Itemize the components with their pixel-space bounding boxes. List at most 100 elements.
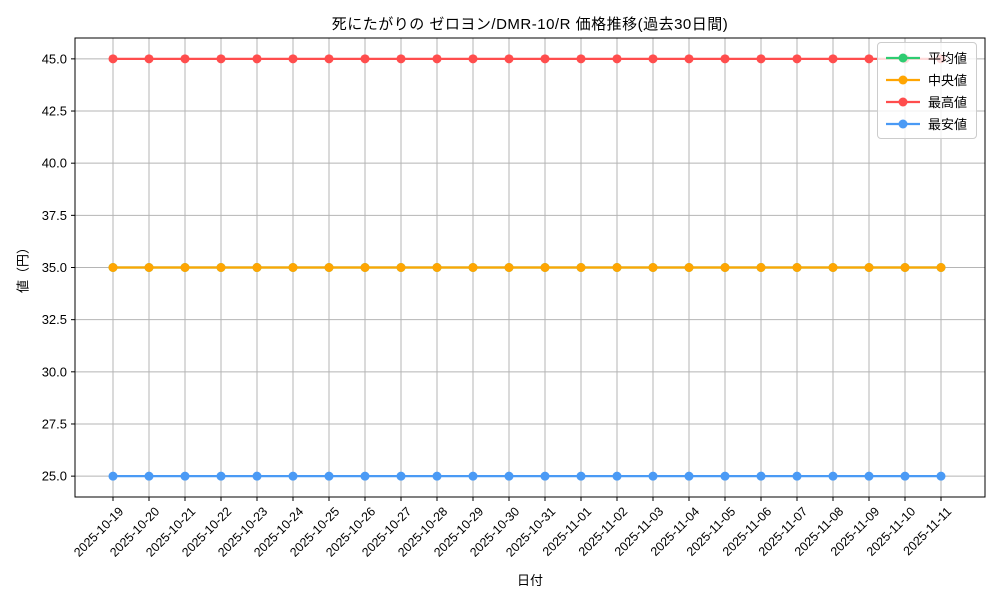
data-point-max — [540, 54, 550, 64]
data-point-max — [792, 54, 802, 64]
chart-title: 死にたがりの ゼロヨン/DMR-10/R 価格推移(過去30日間) — [331, 16, 729, 33]
x-tick-labels: 2025-10-192025-10-202025-10-212025-10-22… — [71, 504, 954, 559]
series-min — [108, 471, 946, 481]
data-point-min — [432, 471, 442, 481]
data-point-min — [108, 471, 118, 481]
data-point-max — [720, 54, 730, 64]
y-tick-label: 40.0 — [42, 156, 67, 171]
data-point-max — [468, 54, 478, 64]
data-point-min — [396, 471, 406, 481]
data-point-median — [468, 263, 478, 272]
y-axis-label: 値（円） — [15, 240, 31, 294]
data-point-max — [288, 54, 298, 64]
plot-frame — [74, 37, 986, 498]
data-point-max — [252, 54, 262, 64]
data-point-median — [288, 263, 298, 272]
y-tick-label: 30.0 — [42, 364, 67, 379]
data-point-median — [216, 263, 226, 272]
data-point-median — [252, 263, 262, 272]
data-point-min — [756, 471, 766, 481]
y-tick-labels: 25.0 27.5 30.0 32.5 35.0 37.5 40.0 42.5 45.0 — [42, 51, 67, 483]
data-point-max — [108, 54, 118, 64]
data-point-min — [936, 471, 946, 481]
data-point-max — [396, 54, 406, 64]
data-point-min — [648, 471, 658, 481]
data-point-max — [684, 54, 694, 64]
y-tick-label: 37.5 — [42, 208, 67, 223]
legend-swatch-mean — [886, 53, 920, 62]
data-point-min — [504, 471, 514, 481]
data-point-max — [648, 54, 658, 64]
data-point-median — [540, 263, 550, 272]
axis-ticks — [71, 58, 942, 501]
legend: 平均値中央値最高値最安値 — [877, 42, 978, 139]
data-point-median — [864, 263, 874, 272]
legend-label-median: 中央値 — [928, 73, 968, 88]
legend-label-min: 最安値 — [928, 117, 968, 132]
data-point-min — [144, 471, 154, 481]
legend-item-min: 最安値 — [885, 114, 967, 133]
data-point-max — [180, 54, 190, 64]
data-point-median — [324, 263, 334, 272]
legend-item-max: 最高値 — [885, 92, 967, 111]
data-point-max — [756, 54, 766, 64]
data-point-median — [792, 263, 802, 272]
legend-swatch-min — [886, 119, 920, 128]
data-point-max — [576, 54, 586, 64]
legend-swatch-max — [886, 97, 920, 106]
data-point-min — [720, 471, 730, 481]
y-tick-label: 45.0 — [42, 51, 67, 66]
y-tick-label: 27.5 — [42, 416, 67, 431]
data-point-median — [144, 263, 154, 272]
data-point-min — [576, 471, 586, 481]
data-point-median — [936, 263, 946, 272]
data-point-median — [108, 263, 118, 272]
data-point-median — [396, 263, 406, 272]
data-point-min — [900, 471, 910, 481]
data-point-median — [720, 263, 730, 272]
data-point-max — [360, 54, 370, 64]
data-point-median — [576, 263, 586, 272]
data-point-max — [864, 54, 874, 64]
data-point-max — [216, 54, 226, 64]
data-point-min — [540, 471, 550, 481]
data-point-median — [828, 263, 838, 272]
data-point-min — [864, 471, 874, 481]
data-point-median — [756, 263, 766, 272]
legend-marker — [898, 119, 908, 128]
data-point-max — [432, 54, 442, 64]
data-point-min — [360, 471, 370, 481]
data-point-min — [792, 471, 802, 481]
data-point-min — [612, 471, 622, 481]
data-point-median — [612, 263, 622, 272]
data-point-median — [684, 263, 694, 272]
data-point-median — [900, 263, 910, 272]
legend-marker — [898, 97, 908, 106]
y-tick-label: 32.5 — [42, 312, 67, 327]
data-point-min — [468, 471, 478, 481]
legend-item-mean: 平均値 — [885, 48, 967, 67]
legend-marker — [898, 75, 908, 84]
y-tick-label: 35.0 — [42, 260, 67, 275]
legend-item-median: 中央値 — [885, 70, 967, 89]
data-point-max — [612, 54, 622, 64]
y-tick-label: 42.5 — [42, 104, 67, 119]
data-point-max — [144, 54, 154, 64]
data-point-median — [648, 263, 658, 272]
x-axis-label: 日付 — [516, 573, 543, 588]
data-point-min — [216, 471, 226, 481]
legend-swatch-median — [886, 75, 920, 84]
data-point-median — [432, 263, 442, 272]
data-point-min — [324, 471, 334, 481]
series-max — [108, 54, 946, 64]
data-point-min — [288, 471, 298, 481]
data-point-median — [180, 263, 190, 272]
data-point-max — [828, 54, 838, 64]
data-point-median — [360, 263, 370, 272]
legend-label-mean: 平均値 — [928, 51, 968, 66]
legend-label-max: 最高値 — [928, 95, 968, 110]
series-median — [108, 263, 946, 272]
data-point-min — [252, 471, 262, 481]
